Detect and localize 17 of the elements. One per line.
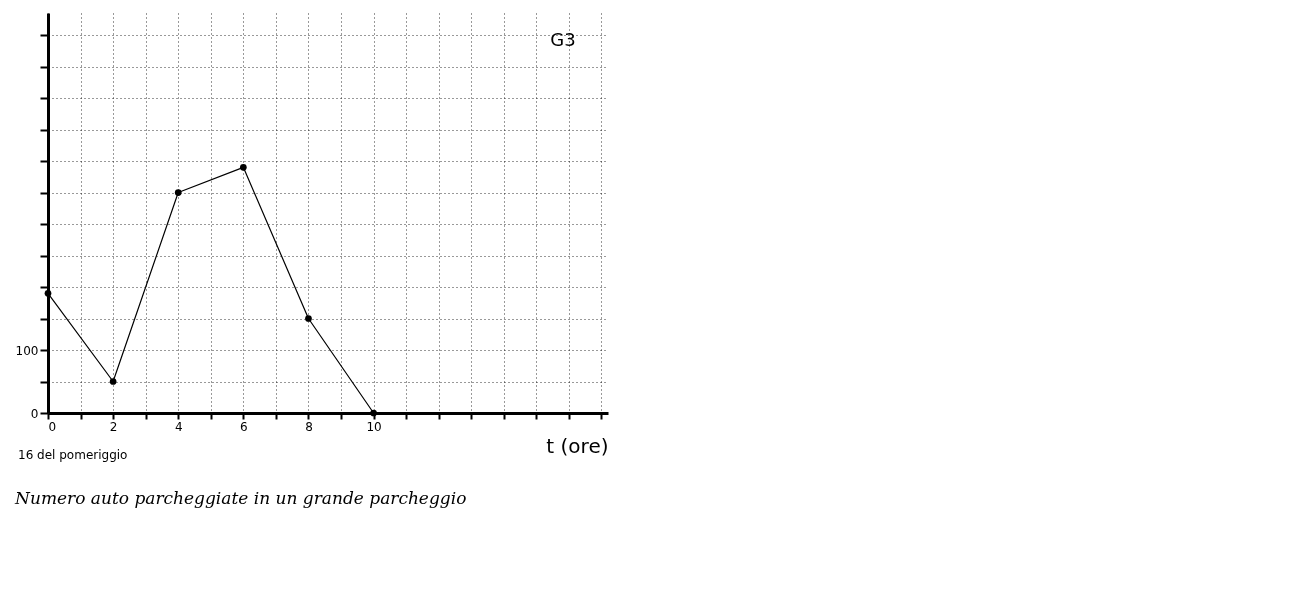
x-tick-label: 4 (174, 419, 183, 434)
x-tick-label: 2 (109, 419, 118, 434)
point (239, 163, 247, 171)
annotation: G3 (550, 29, 576, 50)
x-tick-label: 10 (366, 419, 382, 434)
point (370, 409, 377, 417)
y-tick-label: 100 (15, 343, 39, 358)
point (44, 289, 52, 297)
point (174, 189, 182, 196)
point (305, 315, 312, 322)
text: Numero auto parcheggiate in un grande parcheggio (14, 488, 467, 508)
x-tick-label: 6 (240, 419, 248, 434)
x-tick-label: 8 (305, 419, 313, 434)
point (109, 378, 117, 385)
x-axis-title: t (ore) (546, 433, 609, 458)
x-tick-label: 0 (48, 419, 57, 434)
text: 16 del pomeriggio (18, 448, 128, 462)
